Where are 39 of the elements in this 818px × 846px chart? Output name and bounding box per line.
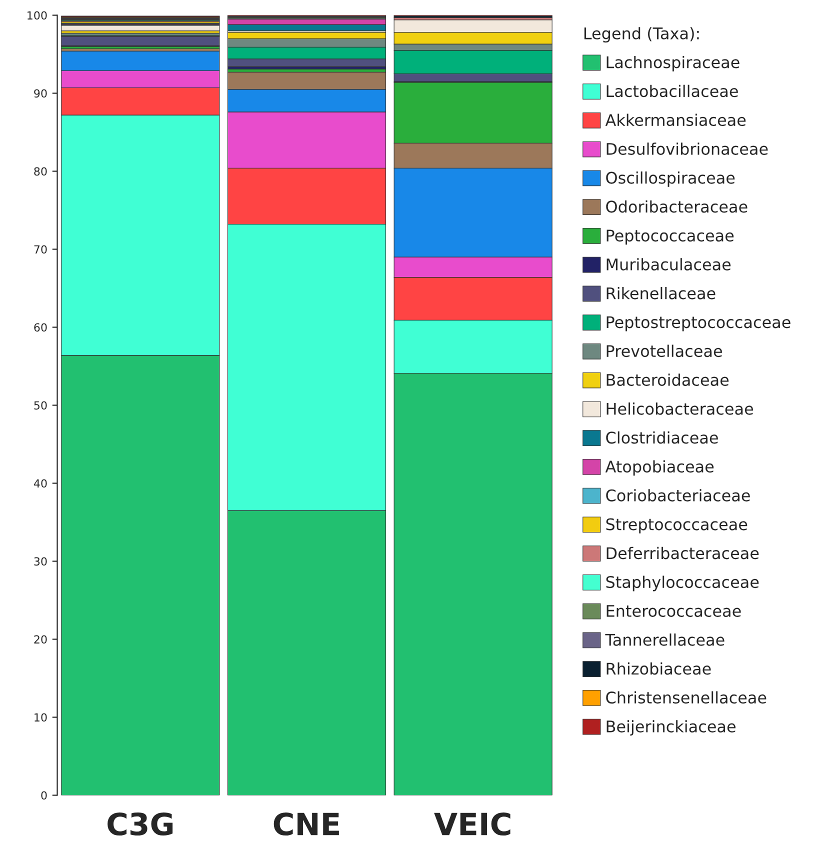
y-tick-label: 80: [34, 167, 47, 176]
y-tick-label: 90: [34, 89, 47, 98]
legend-label: Rikenellaceae: [606, 286, 716, 300]
legend-label: Bacteroidaceae: [606, 374, 729, 386]
legend-label: Tannerellaceae: [605, 633, 724, 646]
legend-label: Desulfovibrionaceae: [606, 142, 768, 155]
legend-label: Lactobacillaceae: [606, 84, 738, 98]
y-tick-label: 10: [34, 713, 47, 722]
x-tick-label: VEIC: [434, 812, 510, 836]
legend-label: Helicobacteraceae: [606, 402, 754, 415]
legend-label: Streptococcaceae: [606, 518, 748, 534]
legend-label: Lachnospiraceae: [606, 56, 740, 72]
y-tick-label: 100: [28, 11, 47, 20]
y-tick-label: 50: [34, 401, 47, 410]
legend-label: Muribaculaceae: [606, 258, 731, 270]
legend-label: Coriobacteriaceae: [606, 489, 750, 502]
legend-label: Enterococcaceae: [606, 605, 741, 617]
legend-label: Prevotellaceae: [606, 344, 722, 358]
legend-label: Deferribacteraceae: [606, 546, 759, 560]
legend-label: Atopobiaceae: [605, 460, 714, 476]
y-tick-label: 0: [41, 791, 47, 800]
y-tick-label: 40: [34, 479, 47, 488]
legend-label: Oscillospiraceae: [606, 171, 735, 187]
legend-label: Christensenellaceae: [606, 691, 766, 704]
y-tick-label: 30: [34, 557, 47, 566]
x-tick-label: C3G: [108, 812, 173, 836]
legend-label: Odoribacteraceae: [606, 200, 748, 213]
y-tick-label: 20: [34, 635, 47, 644]
legend-label: Clostridiaceae: [606, 431, 718, 444]
legend-label: Peptococcaceae: [606, 230, 734, 245]
legend-label: Peptostreptococcaceae: [606, 316, 790, 332]
legend-label: Akkermansiaceae: [605, 114, 746, 126]
legend-label: Staphylococcaceae: [606, 576, 759, 592]
legend-label: Rhizobiaceae: [606, 662, 711, 675]
legend-label: Beijerinckiaceae: [606, 720, 736, 736]
y-tick-label: 70: [34, 245, 47, 254]
legend-title: Legend (Taxa):: [584, 27, 699, 43]
x-tick-label: CNE: [274, 812, 339, 836]
y-tick-label: 60: [34, 323, 47, 332]
